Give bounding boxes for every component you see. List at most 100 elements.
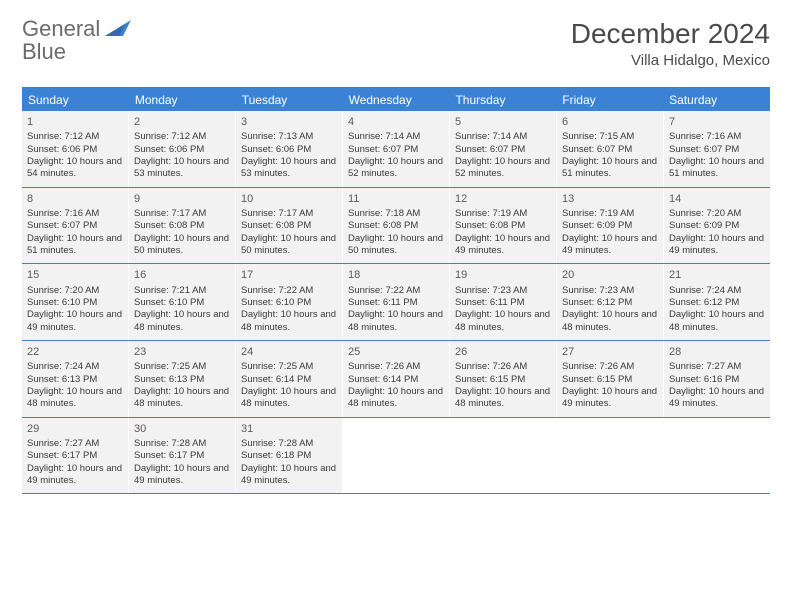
sunset-line: Sunset: 6:08 PM (455, 220, 551, 232)
sunset-line: Sunset: 6:17 PM (134, 450, 230, 462)
day-number: 31 (241, 422, 337, 436)
weekday-header-row: SundayMondayTuesdayWednesdayThursdayFrid… (22, 89, 770, 111)
day-cell: 14Sunrise: 7:20 AMSunset: 6:09 PMDayligh… (664, 188, 770, 264)
day-cell: 19Sunrise: 7:23 AMSunset: 6:11 PMDayligh… (450, 264, 557, 340)
daylight-line: Daylight: 10 hours and 49 minutes. (562, 386, 658, 411)
day-number: 28 (669, 345, 765, 359)
daylight-line: Daylight: 10 hours and 48 minutes. (134, 386, 230, 411)
day-number: 30 (134, 422, 230, 436)
daylight-line: Daylight: 10 hours and 51 minutes. (669, 156, 765, 181)
day-number: 8 (27, 192, 123, 206)
day-number: 17 (241, 268, 337, 282)
daylight-line: Daylight: 10 hours and 52 minutes. (455, 156, 551, 181)
sunrise-line: Sunrise: 7:15 AM (562, 131, 658, 143)
sunrise-line: Sunrise: 7:14 AM (348, 131, 444, 143)
sunrise-line: Sunrise: 7:12 AM (134, 131, 230, 143)
sunset-line: Sunset: 6:12 PM (562, 297, 658, 309)
sunrise-line: Sunrise: 7:16 AM (669, 131, 765, 143)
sunset-line: Sunset: 6:13 PM (134, 374, 230, 386)
day-number: 7 (669, 115, 765, 129)
day-cell: 3Sunrise: 7:13 AMSunset: 6:06 PMDaylight… (236, 111, 343, 187)
sunset-line: Sunset: 6:13 PM (27, 374, 123, 386)
sunset-line: Sunset: 6:07 PM (348, 144, 444, 156)
sunset-line: Sunset: 6:08 PM (241, 220, 337, 232)
daylight-line: Daylight: 10 hours and 53 minutes. (134, 156, 230, 181)
sunset-line: Sunset: 6:15 PM (562, 374, 658, 386)
daylight-line: Daylight: 10 hours and 48 minutes. (562, 309, 658, 334)
sunset-line: Sunset: 6:15 PM (455, 374, 551, 386)
daylight-line: Daylight: 10 hours and 48 minutes. (455, 386, 551, 411)
day-number: 4 (348, 115, 444, 129)
sunset-line: Sunset: 6:07 PM (562, 144, 658, 156)
day-number: 18 (348, 268, 444, 282)
day-number: 13 (562, 192, 658, 206)
day-number: 22 (27, 345, 123, 359)
daylight-line: Daylight: 10 hours and 49 minutes. (134, 463, 230, 488)
sunset-line: Sunset: 6:06 PM (241, 144, 337, 156)
sunset-line: Sunset: 6:10 PM (134, 297, 230, 309)
day-cell: 20Sunrise: 7:23 AMSunset: 6:12 PMDayligh… (557, 264, 664, 340)
sunrise-line: Sunrise: 7:17 AM (241, 208, 337, 220)
day-cell: 5Sunrise: 7:14 AMSunset: 6:07 PMDaylight… (450, 111, 557, 187)
day-cell: 30Sunrise: 7:28 AMSunset: 6:17 PMDayligh… (129, 418, 236, 494)
day-cell: 25Sunrise: 7:26 AMSunset: 6:14 PMDayligh… (343, 341, 450, 417)
daylight-line: Daylight: 10 hours and 52 minutes. (348, 156, 444, 181)
day-number: 15 (27, 268, 123, 282)
day-cell: 18Sunrise: 7:22 AMSunset: 6:11 PMDayligh… (343, 264, 450, 340)
daylight-line: Daylight: 10 hours and 48 minutes. (455, 309, 551, 334)
daylight-line: Daylight: 10 hours and 49 minutes. (241, 463, 337, 488)
day-cell: 9Sunrise: 7:17 AMSunset: 6:08 PMDaylight… (129, 188, 236, 264)
day-number: 2 (134, 115, 230, 129)
day-cell: 26 Sunrise: 7:26 AMSunset: 6:15 PMDayligh… (450, 341, 557, 417)
day-number: 10 (241, 192, 337, 206)
day-cell: 22Sunrise: 7:24 AMSunset: 6:13 PMDayligh… (22, 341, 129, 417)
sunrise-line: Sunrise: 7:22 AM (241, 285, 337, 297)
daylight-line: Daylight: 10 hours and 49 minutes. (27, 309, 123, 334)
weekday-header: Sunday (22, 89, 129, 111)
sunrise-line: Sunrise: 7:28 AM (241, 438, 337, 450)
day-cell: 7Sunrise: 7:16 AMSunset: 6:07 PMDaylight… (664, 111, 770, 187)
sunrise-line: Sunrise: 7:27 AM (27, 438, 123, 450)
day-number: 1 (27, 115, 123, 129)
weekday-header: Thursday (449, 89, 556, 111)
weekday-header: Friday (556, 89, 663, 111)
day-number: 19 (455, 268, 551, 282)
day-number: 20 (562, 268, 658, 282)
day-number: 5 (455, 115, 551, 129)
day-number: 26 (455, 345, 551, 359)
daylight-line: Daylight: 10 hours and 49 minutes. (669, 386, 765, 411)
week-row: 1Sunrise: 7:12 AMSunset: 6:06 PMDaylight… (22, 111, 770, 188)
day-cell: 24Sunrise: 7:25 AMSunset: 6:14 PMDayligh… (236, 341, 343, 417)
day-cell (664, 418, 770, 494)
day-cell: 6Sunrise: 7:15 AMSunset: 6:07 PMDaylight… (557, 111, 664, 187)
month-title: December 2024 (571, 18, 770, 50)
day-cell: 29Sunrise: 7:27 AMSunset: 6:17 PMDayligh… (22, 418, 129, 494)
daylight-line: Daylight: 10 hours and 48 minutes. (241, 309, 337, 334)
sunset-line: Sunset: 6:11 PM (455, 297, 551, 309)
sunrise-line: Sunrise: 7:17 AM (134, 208, 230, 220)
day-number: 27 (562, 345, 658, 359)
daylight-line: Daylight: 10 hours and 48 minutes. (348, 309, 444, 334)
weekday-header: Saturday (663, 89, 770, 111)
week-row: 22Sunrise: 7:24 AMSunset: 6:13 PMDayligh… (22, 341, 770, 418)
week-row: 29Sunrise: 7:27 AMSunset: 6:17 PMDayligh… (22, 418, 770, 495)
sunrise-line: Sunrise: 7:24 AM (669, 285, 765, 297)
day-cell: 27Sunrise: 7:26 AMSunset: 6:15 PMDayligh… (557, 341, 664, 417)
sunrise-line: Sunrise: 7:26 AM (455, 361, 551, 373)
page-header: General Blue December 2024 Villa Hidalgo… (22, 18, 770, 69)
day-cell (343, 418, 450, 494)
sunset-line: Sunset: 6:06 PM (134, 144, 230, 156)
sunset-line: Sunset: 6:09 PM (562, 220, 658, 232)
day-cell (557, 418, 664, 494)
sunrise-line: Sunrise: 7:18 AM (348, 208, 444, 220)
day-cell: 16Sunrise: 7:21 AMSunset: 6:10 PMDayligh… (129, 264, 236, 340)
day-cell: 12Sunrise: 7:19 AMSunset: 6:08 PMDayligh… (450, 188, 557, 264)
sunrise-line: Sunrise: 7:13 AM (241, 131, 337, 143)
sunrise-line: Sunrise: 7:16 AM (27, 208, 123, 220)
sunset-line: Sunset: 6:16 PM (669, 374, 765, 386)
logo-text-wrap: General Blue (22, 18, 131, 64)
sunrise-line: Sunrise: 7:20 AM (27, 285, 123, 297)
sunset-line: Sunset: 6:08 PM (134, 220, 230, 232)
logo-triangle-icon (105, 20, 131, 36)
week-row: 15 Sunrise: 7:20 AM Sunset: 6:10 PM Dayligh… (22, 264, 770, 341)
